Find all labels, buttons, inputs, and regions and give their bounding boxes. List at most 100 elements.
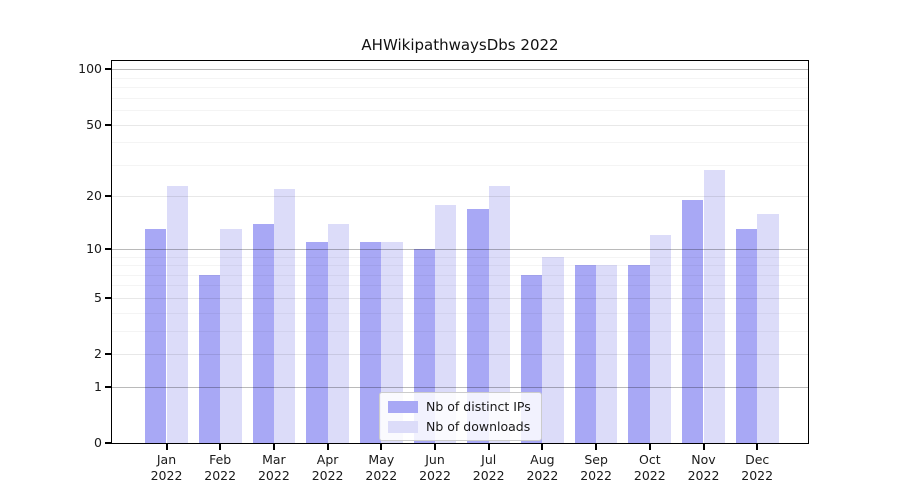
bar [703, 170, 725, 443]
plot-area [111, 60, 809, 444]
y-tick-mark [105, 442, 111, 444]
x-tick-label: Nov 2022 [674, 452, 734, 484]
x-tick-month: Oct [638, 452, 661, 467]
minor-gridline [112, 142, 808, 144]
bar [628, 265, 650, 443]
bar [467, 208, 489, 443]
legend-label: Nb of distinct IPs [426, 399, 531, 414]
x-tick-label: Jan 2022 [137, 452, 197, 484]
x-tick-label: Aug 2022 [512, 452, 572, 484]
minor-gridline [112, 164, 808, 166]
x-tick-month: May [368, 452, 395, 467]
minor-gridline [112, 97, 808, 99]
x-tick-month: Nov [691, 452, 716, 467]
legend-swatch [388, 420, 418, 433]
bar [145, 229, 167, 443]
y-tick-mark [105, 296, 111, 299]
x-tick-mark [219, 444, 222, 450]
x-tick-year: 2022 [633, 468, 666, 483]
x-tick-year: 2022 [365, 468, 398, 483]
x-tick-month: Jan [156, 452, 177, 467]
bar [252, 223, 274, 443]
y-tick-label: 100 [78, 61, 102, 77]
x-tick-year: 2022 [687, 468, 720, 483]
bar [435, 204, 457, 443]
x-tick-month: Dec [745, 452, 770, 467]
minor-gridline [112, 77, 808, 79]
x-tick-label: Mar 2022 [244, 452, 304, 484]
bar [306, 241, 328, 443]
x-tick-year: 2022 [204, 468, 237, 483]
bar [166, 185, 188, 443]
legend: Nb of distinct IPs Nb of downloads [379, 392, 542, 441]
y-tick-label: 1 [94, 378, 102, 394]
bar [682, 200, 704, 443]
y-tick-mark [105, 385, 111, 388]
x-tick-mark [541, 444, 544, 450]
chart-title: AHWikipathwaysDbs 2022 [361, 36, 559, 54]
x-tick-mark [756, 444, 759, 450]
minor-gridline [112, 110, 808, 112]
x-tick-year: 2022 [580, 468, 612, 483]
x-tick-label: Apr 2022 [298, 452, 358, 484]
legend-swatch [388, 400, 418, 413]
y-tick-label: 10 [86, 240, 102, 256]
x-tick-year: 2022 [311, 468, 344, 483]
gridline [112, 69, 808, 71]
x-tick-mark [272, 444, 275, 450]
y-tick-mark [105, 195, 111, 198]
y-tick-label: 0 [94, 435, 102, 450]
x-tick-mark [487, 444, 490, 450]
x-tick-label: Jun 2022 [405, 452, 465, 484]
x-tick-mark [380, 444, 383, 450]
bar [649, 235, 672, 443]
y-tick-label: 20 [86, 188, 102, 204]
y-tick-mark [105, 123, 111, 126]
x-tick-month: Mar [262, 452, 286, 467]
x-tick-month: Sep [584, 452, 608, 467]
bar [542, 256, 564, 443]
x-tick-label: Sep 2022 [566, 452, 626, 484]
x-tick-mark [434, 444, 436, 450]
gridline [112, 124, 808, 126]
legend-label: Nb of downloads [426, 419, 531, 434]
x-tick-year: 2022 [526, 468, 559, 483]
bar [488, 185, 511, 443]
bar [735, 229, 758, 443]
y-tick-mark [105, 247, 111, 250]
legend-item: Nb of downloads [388, 419, 531, 434]
x-tick-month: Apr [316, 452, 339, 467]
bar [220, 229, 242, 443]
legend-item: Nb of distinct IPs [388, 399, 531, 414]
bar [757, 213, 779, 443]
x-tick-label: Oct 2022 [620, 452, 680, 484]
bar [359, 241, 382, 443]
bar [327, 223, 349, 443]
x-tick-year: 2022 [472, 468, 505, 483]
bar [596, 265, 618, 443]
x-tick-label: Jul 2022 [459, 452, 519, 484]
y-tick-mark [105, 68, 111, 71]
x-tick-mark [326, 444, 329, 450]
x-tick-mark [165, 444, 168, 450]
x-tick-mark [595, 444, 598, 450]
y-tick-mark [105, 353, 111, 356]
bar [574, 265, 597, 443]
x-tick-month: Feb [209, 452, 232, 467]
x-tick-year: 2022 [419, 468, 451, 483]
x-tick-year: 2022 [150, 468, 183, 483]
x-tick-label: May 2022 [351, 452, 411, 484]
x-tick-month: Jun [425, 452, 445, 467]
y-tick-label: 2 [94, 346, 102, 362]
x-tick-month: Aug [530, 452, 555, 467]
x-tick-mark [648, 444, 651, 450]
x-tick-mark [702, 444, 705, 450]
y-tick-label: 50 [86, 116, 102, 132]
x-tick-label: Feb 2022 [190, 452, 250, 484]
y-tick-label: 5 [94, 289, 102, 305]
x-tick-year: 2022 [741, 468, 774, 483]
bar [273, 189, 296, 443]
x-tick-year: 2022 [257, 468, 290, 483]
x-tick-label: Dec 2022 [727, 452, 787, 484]
